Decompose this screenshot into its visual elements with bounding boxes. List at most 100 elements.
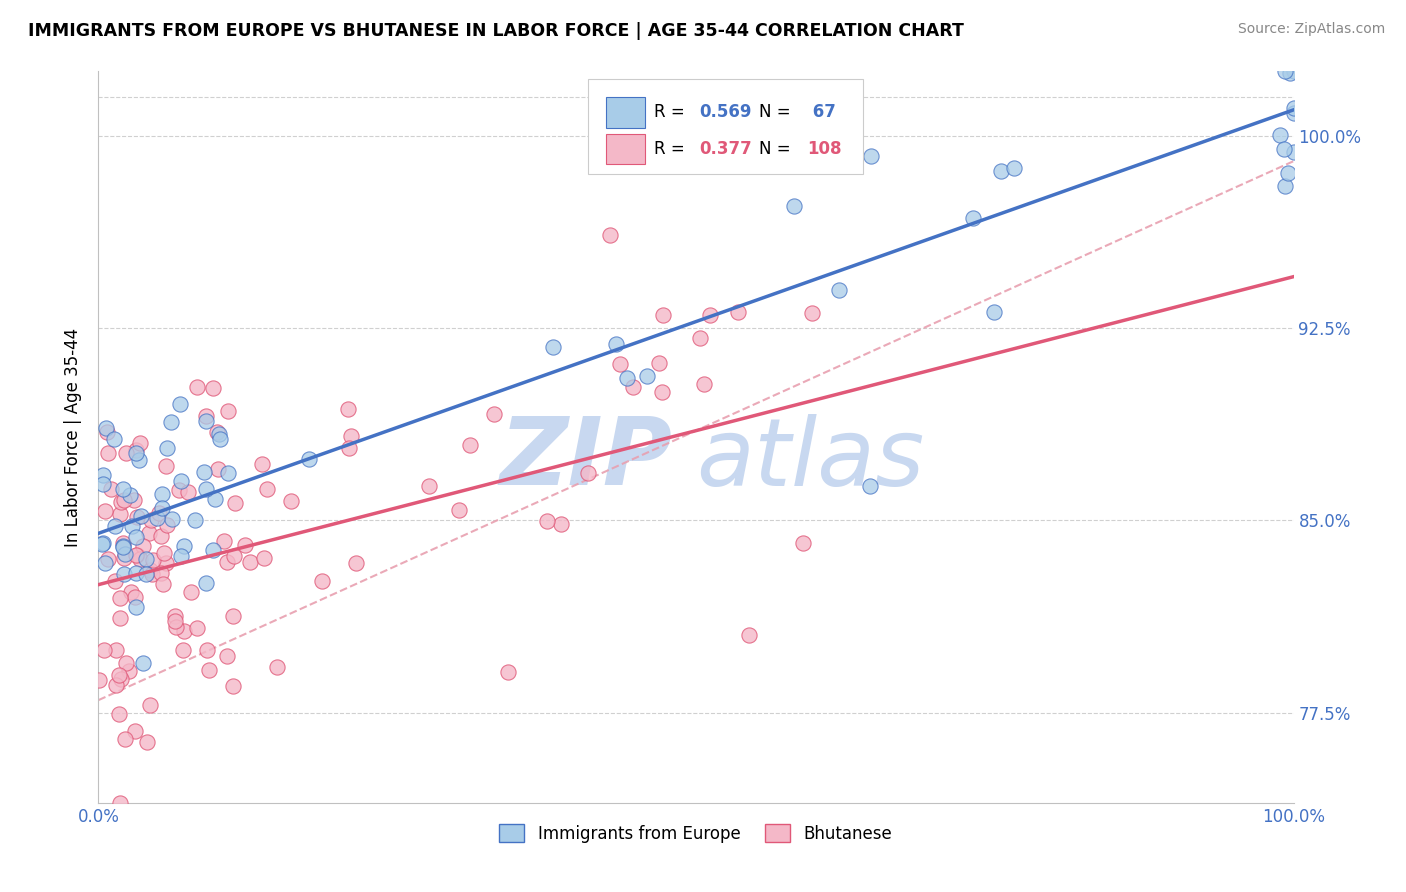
Point [339,428,361,442]
Point [135,567,157,582]
Point [93,643,115,657]
Point [689,331,711,345]
Point [194,409,217,423]
Point [122,492,145,507]
Point [108,796,131,810]
Point [96,425,118,439]
Point [783,198,806,212]
Point [983,305,1005,319]
Point [112,541,135,555]
Point [222,609,245,624]
Point [165,608,187,623]
Point [125,530,148,544]
Text: 108: 108 [807,140,842,158]
Point [114,547,136,561]
Point [159,415,181,429]
Point [186,621,208,635]
Point [108,507,131,521]
Point [93,467,115,482]
Point [135,552,157,566]
Point [1274,64,1296,78]
Point [124,590,146,604]
Point [482,407,505,421]
Point [224,496,246,510]
Point [128,436,150,450]
Point [112,493,135,508]
Point [160,512,183,526]
Text: Source: ZipAtlas.com: Source: ZipAtlas.com [1237,22,1385,37]
Point [104,519,127,533]
Point [156,441,179,455]
Point [125,566,148,581]
Point [576,467,599,481]
Point [124,600,146,615]
Point [97,552,120,566]
Point [827,283,849,297]
Point [1268,128,1291,143]
Point [496,665,519,679]
Point [1282,64,1305,78]
Point [193,465,215,479]
FancyBboxPatch shape [606,134,644,164]
FancyBboxPatch shape [589,78,863,174]
Point [128,452,150,467]
Point [149,566,172,580]
Point [146,511,169,525]
Point [1274,179,1296,194]
Point [449,503,471,517]
Point [195,483,218,497]
Point [418,479,440,493]
Point [990,164,1012,178]
Point [599,227,621,242]
Point [104,574,127,588]
Point [699,308,721,322]
Point [222,679,245,693]
Point [195,643,218,657]
Point [107,707,129,722]
Point [311,574,333,589]
Point [156,517,179,532]
Point [737,628,759,642]
Point [128,551,150,566]
Point [204,491,226,506]
Point [280,493,302,508]
Point [217,467,239,481]
Point [962,211,984,225]
Point [605,337,627,351]
Point [692,376,714,391]
Point [266,660,288,674]
Point [458,438,481,452]
Point [647,356,669,370]
Point [239,555,262,569]
Point [93,477,115,491]
Point [112,482,135,496]
Point [115,446,138,460]
Point [235,538,257,552]
Point [100,482,122,496]
Point [208,426,231,441]
Point [142,553,165,567]
Point [136,734,159,748]
Point [1272,143,1295,157]
Text: atlas: atlas [696,414,924,505]
Point [170,549,193,564]
Point [184,513,207,527]
Point [149,529,172,543]
Legend: Immigrants from Europe, Bhutanese: Immigrants from Europe, Bhutanese [492,818,900,849]
Point [180,585,202,599]
Point [124,724,146,739]
Point [165,615,187,629]
Point [125,443,148,458]
Point [1282,145,1305,160]
Point [212,533,235,548]
Point [91,537,114,551]
FancyBboxPatch shape [606,97,644,128]
Point [155,556,177,570]
Point [337,441,360,455]
Point [651,385,673,400]
Point [224,549,246,563]
Point [105,643,128,657]
Point [652,308,675,322]
Point [1277,166,1299,180]
Point [215,556,238,570]
